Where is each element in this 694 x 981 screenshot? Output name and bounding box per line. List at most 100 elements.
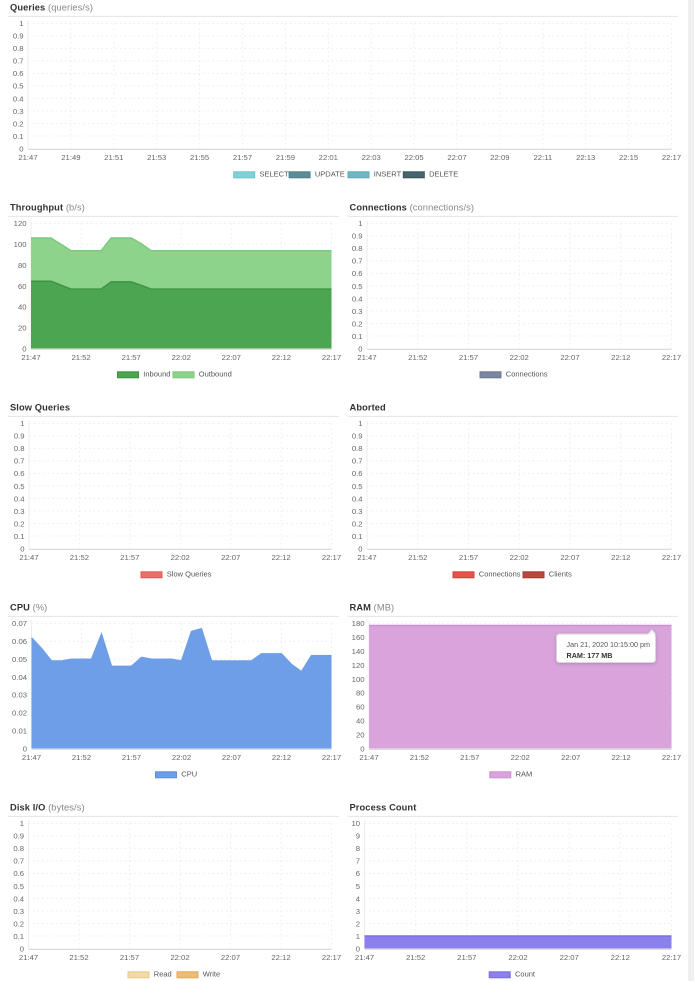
svg-text:22:12: 22:12 bbox=[611, 353, 630, 362]
svg-text:0.9: 0.9 bbox=[13, 32, 24, 41]
svg-text:22:17: 22:17 bbox=[662, 353, 681, 362]
svg-text:0.7: 0.7 bbox=[352, 257, 363, 266]
svg-text:Clients: Clients bbox=[549, 570, 572, 579]
svg-text:Jan 21, 2020 10:15:00 pm: Jan 21, 2020 10:15:00 pm bbox=[567, 640, 651, 649]
svg-text:21:52: 21:52 bbox=[70, 553, 89, 562]
svg-text:21:47: 21:47 bbox=[22, 753, 41, 762]
svg-text:22:17: 22:17 bbox=[662, 553, 681, 562]
svg-text:22:07: 22:07 bbox=[560, 953, 579, 962]
svg-text:21:47: 21:47 bbox=[357, 553, 376, 562]
svg-text:160: 160 bbox=[352, 633, 365, 642]
svg-text:0.5: 0.5 bbox=[13, 882, 24, 891]
svg-text:22:01: 22:01 bbox=[319, 153, 338, 162]
svg-text:22:02: 22:02 bbox=[508, 953, 527, 962]
svg-text:0: 0 bbox=[23, 744, 27, 753]
svg-text:0.01: 0.01 bbox=[12, 726, 27, 735]
svg-text:22:17: 22:17 bbox=[662, 153, 681, 162]
svg-text:0.6: 0.6 bbox=[13, 869, 24, 878]
svg-text:80: 80 bbox=[356, 689, 365, 698]
svg-text:0.8: 0.8 bbox=[352, 444, 363, 453]
svg-text:0.8: 0.8 bbox=[13, 844, 24, 853]
svg-text:DELETE: DELETE bbox=[429, 170, 458, 179]
svg-text:RAM: RAM bbox=[516, 770, 533, 779]
svg-text:7: 7 bbox=[356, 857, 360, 866]
svg-text:21:57: 21:57 bbox=[120, 553, 139, 562]
svg-text:2: 2 bbox=[356, 919, 360, 928]
svg-text:CPU: CPU bbox=[181, 770, 197, 779]
svg-text:20: 20 bbox=[356, 730, 365, 739]
svg-text:0.1: 0.1 bbox=[13, 132, 24, 141]
svg-text:0.6: 0.6 bbox=[352, 469, 363, 478]
svg-text:0.2: 0.2 bbox=[352, 319, 363, 328]
svg-text:0: 0 bbox=[360, 744, 364, 753]
svg-text:22:17: 22:17 bbox=[322, 353, 341, 362]
svg-text:22:11: 22:11 bbox=[533, 153, 552, 162]
svg-text:0: 0 bbox=[358, 544, 362, 553]
svg-text:Throughput (b/s): Throughput (b/s) bbox=[10, 202, 85, 212]
svg-text:0.7: 0.7 bbox=[13, 857, 24, 866]
svg-text:21:57: 21:57 bbox=[459, 553, 478, 562]
svg-text:0: 0 bbox=[20, 944, 24, 953]
svg-text:Write: Write bbox=[203, 970, 220, 979]
svg-text:0.2: 0.2 bbox=[13, 119, 24, 128]
svg-text:0: 0 bbox=[358, 344, 362, 353]
svg-text:0.8: 0.8 bbox=[352, 244, 363, 253]
svg-text:21:57: 21:57 bbox=[120, 953, 139, 962]
svg-text:120: 120 bbox=[14, 219, 27, 228]
svg-text:0.3: 0.3 bbox=[14, 507, 25, 516]
svg-text:0.1: 0.1 bbox=[13, 932, 24, 941]
svg-text:RAM: 177 MB: RAM: 177 MB bbox=[567, 651, 613, 660]
svg-text:0: 0 bbox=[20, 544, 24, 553]
svg-text:0: 0 bbox=[22, 344, 26, 353]
svg-text:1: 1 bbox=[358, 419, 362, 428]
svg-text:20: 20 bbox=[18, 323, 27, 332]
svg-text:Aborted: Aborted bbox=[350, 402, 387, 412]
svg-text:180: 180 bbox=[352, 619, 365, 628]
svg-text:5: 5 bbox=[356, 882, 360, 891]
svg-text:21:47: 21:47 bbox=[19, 553, 38, 562]
svg-text:21:47: 21:47 bbox=[19, 953, 38, 962]
svg-text:Connections: Connections bbox=[479, 570, 521, 579]
svg-text:22:07: 22:07 bbox=[222, 753, 241, 762]
svg-text:0.4: 0.4 bbox=[13, 894, 24, 903]
svg-text:UPDATE: UPDATE bbox=[315, 170, 345, 179]
svg-text:22:17: 22:17 bbox=[322, 953, 341, 962]
svg-text:0.3: 0.3 bbox=[352, 507, 363, 516]
svg-text:0.7: 0.7 bbox=[14, 457, 25, 466]
svg-text:40: 40 bbox=[356, 717, 365, 726]
svg-text:0.5: 0.5 bbox=[14, 482, 25, 491]
svg-text:21:52: 21:52 bbox=[69, 953, 88, 962]
svg-text:60: 60 bbox=[18, 282, 27, 291]
svg-text:1: 1 bbox=[20, 419, 24, 428]
svg-text:CPU (%): CPU (%) bbox=[10, 602, 47, 612]
svg-text:21:51: 21:51 bbox=[104, 153, 123, 162]
svg-text:0.04: 0.04 bbox=[12, 673, 28, 682]
svg-text:6: 6 bbox=[356, 869, 360, 878]
svg-text:9: 9 bbox=[356, 832, 360, 841]
svg-text:0.7: 0.7 bbox=[352, 457, 363, 466]
svg-text:22:12: 22:12 bbox=[272, 353, 291, 362]
svg-text:Process Count: Process Count bbox=[350, 802, 417, 812]
svg-text:0.9: 0.9 bbox=[352, 232, 363, 241]
svg-text:Connections: Connections bbox=[506, 370, 548, 379]
svg-text:22:02: 22:02 bbox=[510, 553, 529, 562]
svg-text:21:52: 21:52 bbox=[406, 953, 425, 962]
svg-text:22:17: 22:17 bbox=[322, 753, 341, 762]
svg-text:0.03: 0.03 bbox=[12, 691, 27, 700]
svg-text:22:17: 22:17 bbox=[322, 553, 341, 562]
svg-text:21:59: 21:59 bbox=[276, 153, 295, 162]
svg-text:0.05: 0.05 bbox=[12, 655, 27, 664]
svg-text:0.6: 0.6 bbox=[13, 69, 24, 78]
svg-text:120: 120 bbox=[352, 661, 365, 670]
svg-text:1: 1 bbox=[356, 932, 360, 941]
svg-text:22:02: 22:02 bbox=[172, 753, 191, 762]
svg-text:0.6: 0.6 bbox=[352, 269, 363, 278]
svg-text:22:02: 22:02 bbox=[511, 753, 530, 762]
svg-text:21:47: 21:47 bbox=[21, 353, 40, 362]
svg-text:22:02: 22:02 bbox=[170, 953, 189, 962]
svg-text:22:07: 22:07 bbox=[221, 953, 240, 962]
svg-text:0.1: 0.1 bbox=[352, 332, 363, 341]
svg-text:0.8: 0.8 bbox=[14, 444, 25, 453]
svg-text:INSERT: INSERT bbox=[374, 170, 402, 179]
svg-text:Queries (queries/s): Queries (queries/s) bbox=[10, 2, 93, 12]
